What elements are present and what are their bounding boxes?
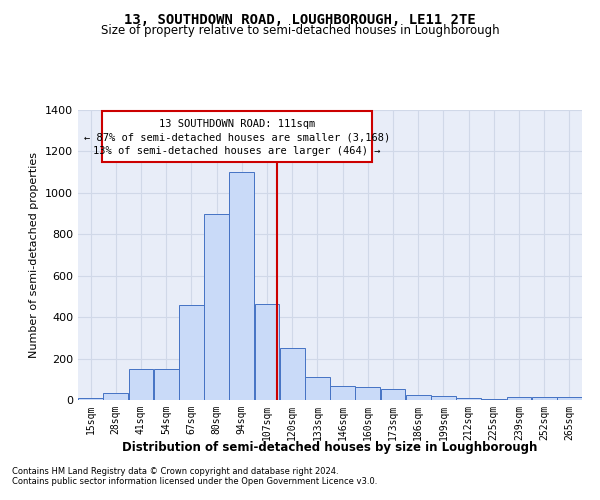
Bar [330, 386, 355, 400]
Bar [406, 395, 431, 400]
Bar [305, 377, 330, 400]
Text: Size of property relative to semi-detached houses in Loughborough: Size of property relative to semi-detach… [101, 24, 499, 37]
Text: ← 87% of semi-detached houses are smaller (3,168): ← 87% of semi-detached houses are smalle… [84, 133, 390, 143]
Bar [179, 304, 204, 400]
Text: Contains HM Land Registry data © Crown copyright and database right 2024.: Contains HM Land Registry data © Crown c… [12, 467, 338, 476]
Bar [506, 397, 532, 400]
Text: 13% of semi-detached houses are larger (464) →: 13% of semi-detached houses are larger (… [93, 146, 381, 156]
Text: 13 SOUTHDOWN ROAD: 111sqm: 13 SOUTHDOWN ROAD: 111sqm [159, 119, 315, 129]
Text: 13, SOUTHDOWN ROAD, LOUGHBOROUGH, LE11 2TE: 13, SOUTHDOWN ROAD, LOUGHBOROUGH, LE11 2… [124, 12, 476, 26]
Bar [456, 398, 481, 400]
Bar [254, 304, 280, 400]
Text: Distribution of semi-detached houses by size in Loughborough: Distribution of semi-detached houses by … [122, 441, 538, 454]
Bar [557, 397, 582, 400]
Y-axis label: Number of semi-detached properties: Number of semi-detached properties [29, 152, 40, 358]
Bar [380, 388, 406, 400]
Text: Contains public sector information licensed under the Open Government Licence v3: Contains public sector information licen… [12, 477, 377, 486]
Bar [280, 348, 305, 400]
Bar [355, 386, 380, 400]
Bar [204, 214, 229, 400]
Bar [128, 369, 154, 400]
Bar [431, 396, 456, 400]
Bar [103, 393, 128, 400]
Bar [78, 398, 103, 400]
Bar [532, 397, 557, 400]
Bar [154, 369, 179, 400]
Bar [229, 172, 254, 400]
Bar [481, 399, 506, 400]
